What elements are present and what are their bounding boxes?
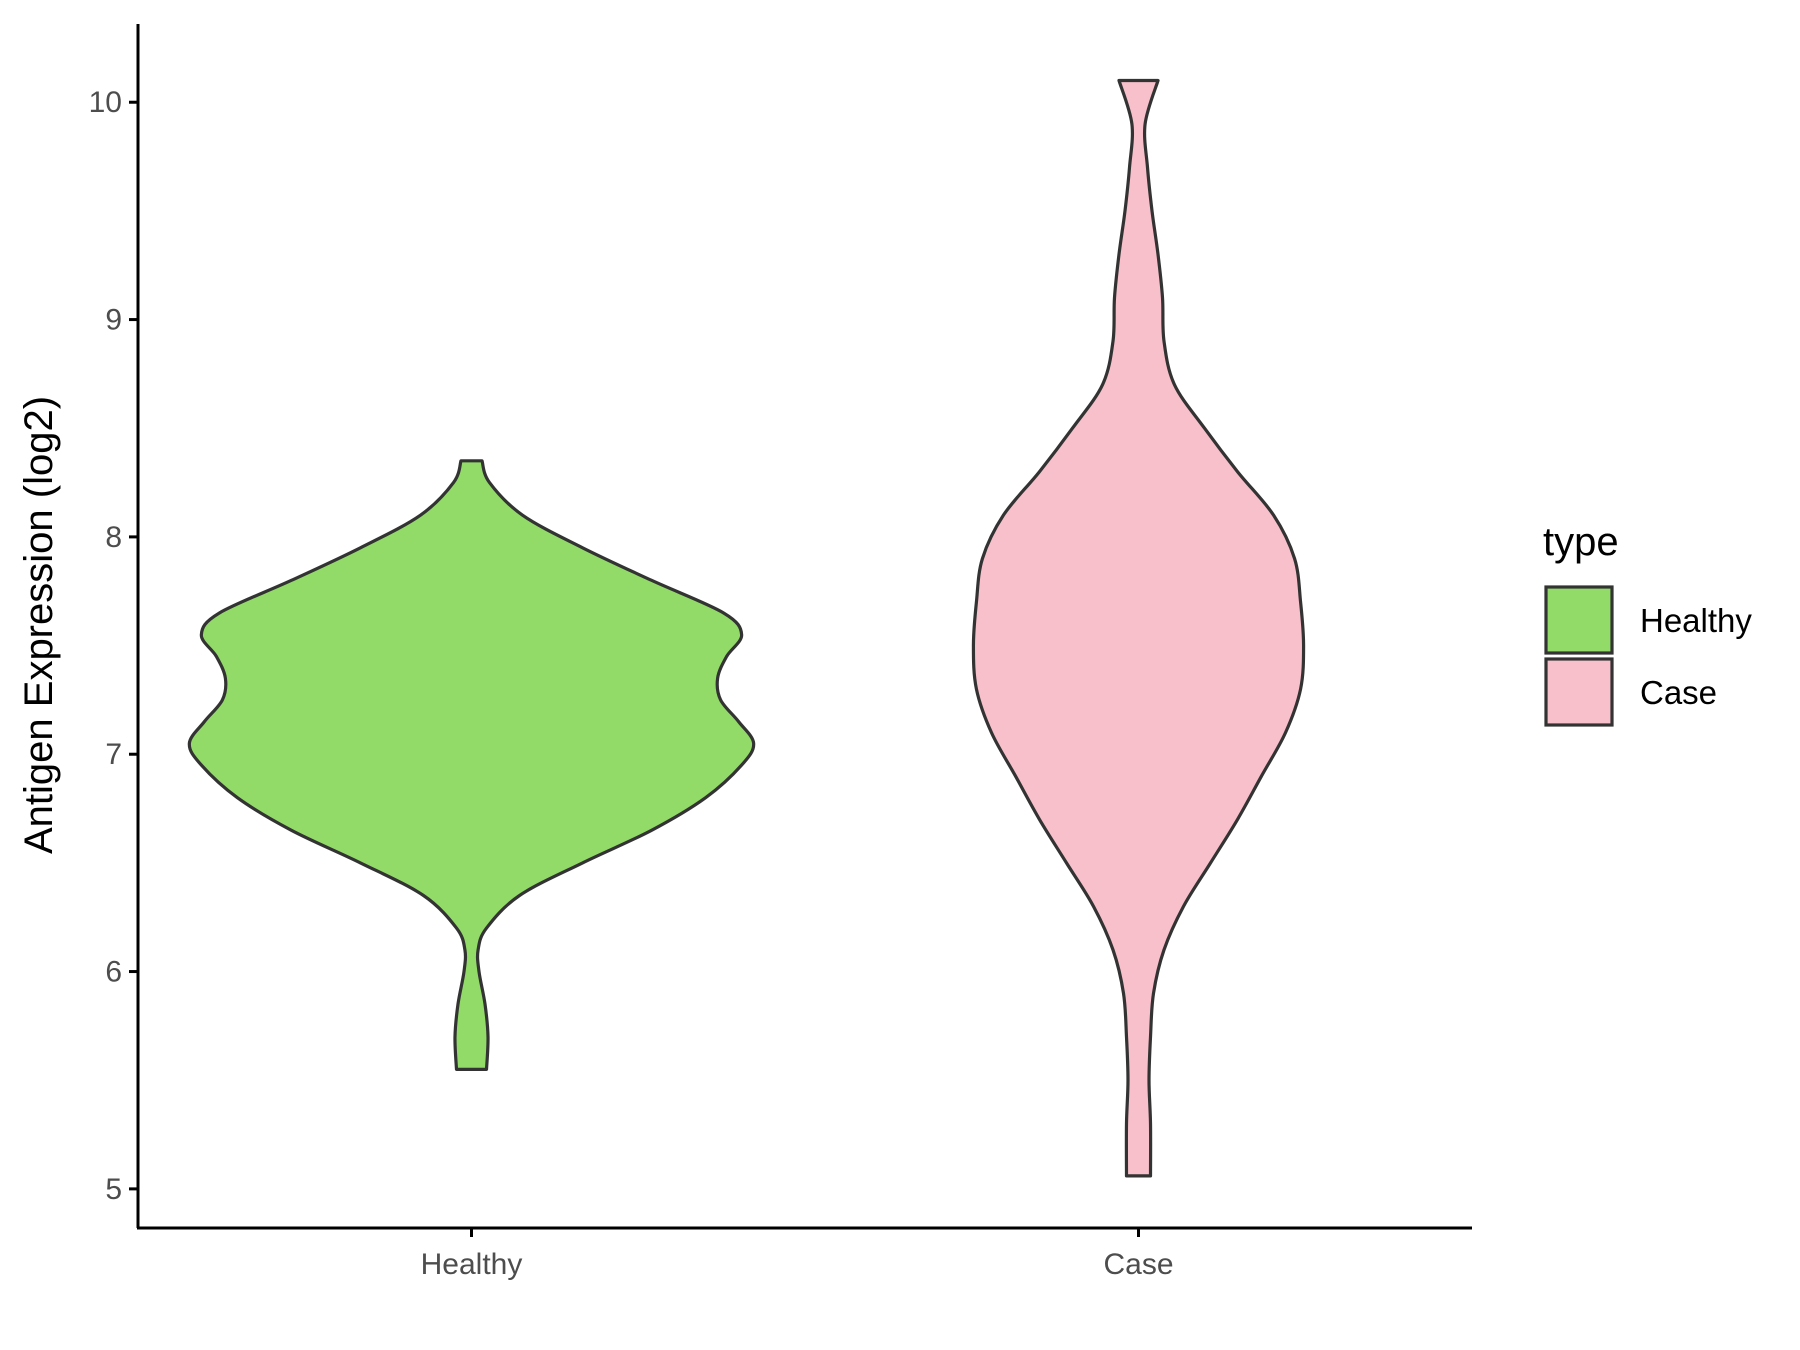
y-tick-label: 6	[105, 956, 122, 989]
y-tick-label: 10	[89, 86, 122, 119]
legend: type Healthy Case	[1543, 520, 1752, 727]
x-tick-label: Healthy	[421, 1248, 523, 1281]
x-tick-label: Case	[1103, 1248, 1173, 1281]
legend-entries: Healthy Case	[1544, 585, 1752, 727]
y-tick-label: 5	[105, 1173, 122, 1206]
x-ticks: Healthy Case	[421, 1228, 1174, 1281]
legend-label-healthy: Healthy	[1640, 602, 1752, 639]
y-tick-label: 7	[105, 738, 122, 771]
violins	[187, 78, 1306, 1178]
y-tick-label: 8	[105, 521, 122, 554]
violin-case	[971, 78, 1306, 1178]
y-axis-title: Antigen Expression (log2)	[17, 396, 61, 854]
legend-key-healthy	[1544, 585, 1614, 655]
legend-label-case: Case	[1640, 674, 1717, 711]
y-tick-label: 9	[105, 304, 122, 337]
legend-key-case	[1544, 657, 1614, 727]
violin-healthy	[187, 459, 756, 1071]
y-ticks: 5 6 7 8 9 10	[89, 86, 138, 1206]
legend-title: type	[1543, 520, 1619, 564]
